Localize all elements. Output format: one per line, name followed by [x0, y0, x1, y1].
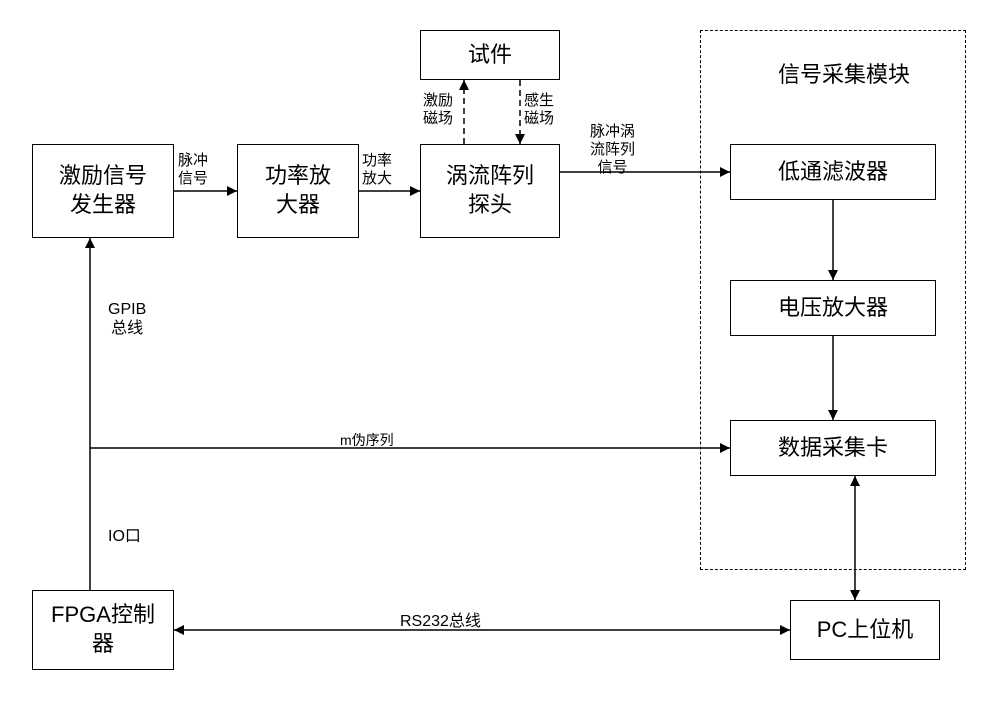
- edge-label-mseq: m伪序列: [340, 432, 394, 449]
- edge-label-gpib: GPIB 总线: [108, 300, 146, 338]
- edge-label-excite-field: 激励 磁场: [423, 92, 453, 128]
- power-amp-label: 功率放 大器: [265, 162, 331, 219]
- module-title: 信号采集模块: [778, 62, 910, 88]
- power-amp-node: 功率放 大器: [237, 144, 359, 238]
- eddy-array-label: 涡流阵列 探头: [446, 162, 534, 219]
- fpga-label: FPGA控制 器: [51, 601, 155, 658]
- daq-label: 数据采集卡: [778, 434, 888, 463]
- edge-label-power-amp: 功率 放大: [362, 152, 392, 188]
- pc-label: PC上位机: [817, 616, 914, 645]
- lowpass-label: 低通滤波器: [778, 158, 888, 187]
- edge-label-pulse-signal: 脉冲 信号: [178, 152, 208, 188]
- fpga-node: FPGA控制 器: [32, 590, 174, 670]
- diagram-canvas: 信号采集模块 激励信号 发生器 功率放 大器 涡流阵列 探头 试件 低通滤波器 …: [0, 0, 1000, 721]
- daq-node: 数据采集卡: [730, 420, 936, 476]
- edge-label-rs232: RS232总线: [400, 612, 481, 631]
- edge-label-induced-field: 感生 磁场: [524, 92, 554, 128]
- specimen-node: 试件: [420, 30, 560, 80]
- volt-amp-node: 电压放大器: [730, 280, 936, 336]
- edge-label-io: IO口: [108, 527, 141, 546]
- specimen-label: 试件: [468, 41, 512, 70]
- pc-node: PC上位机: [790, 600, 940, 660]
- volt-amp-label: 电压放大器: [778, 294, 888, 323]
- excite-gen-node: 激励信号 发生器: [32, 144, 174, 238]
- excite-gen-label: 激励信号 发生器: [59, 162, 147, 219]
- edge-label-pulse-eddy: 脉冲涡 流阵列 信号: [590, 123, 635, 177]
- lowpass-node: 低通滤波器: [730, 144, 936, 200]
- eddy-array-node: 涡流阵列 探头: [420, 144, 560, 238]
